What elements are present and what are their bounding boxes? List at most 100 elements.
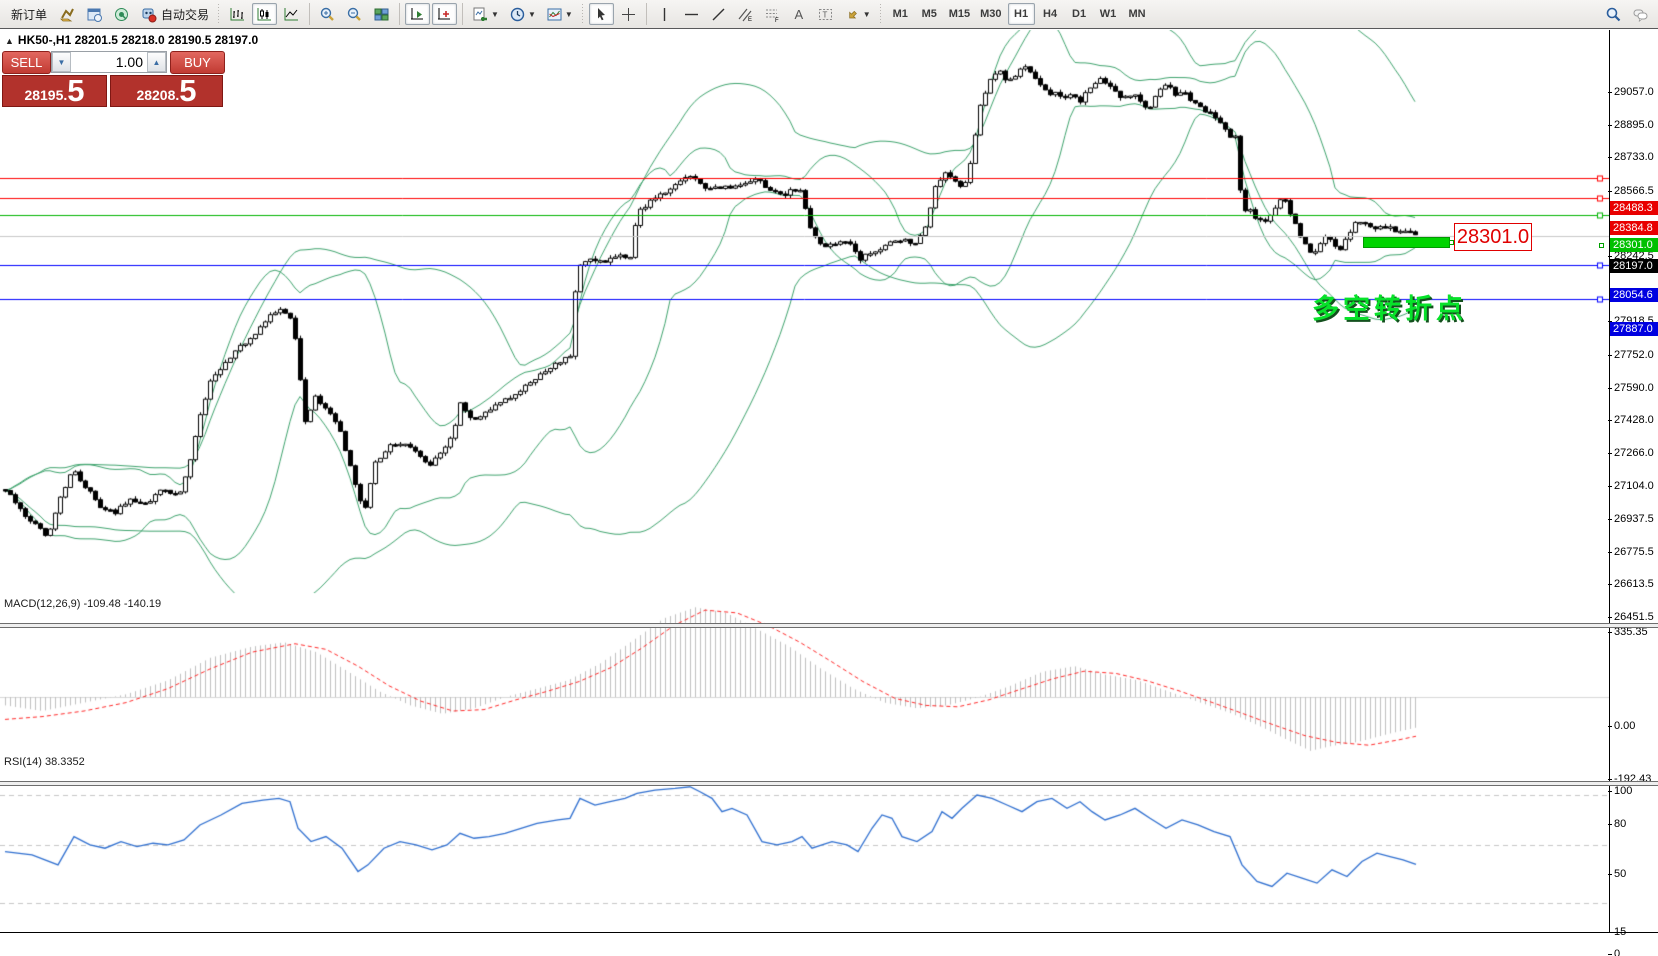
timeframe-w1[interactable]: W1 [1099, 8, 1117, 20]
crosshair-tool-icon[interactable] [616, 3, 641, 25]
timeframe-h1[interactable]: H1 [1007, 3, 1035, 25]
periods-button[interactable]: ▼ [505, 3, 540, 25]
rsi-axis-tick: 0 [1607, 948, 1620, 956]
volume-input[interactable]: ▼ 1.00 ▲ [51, 51, 167, 73]
chat-icon[interactable] [1628, 3, 1653, 25]
bar-chart-icon[interactable] [225, 3, 250, 25]
dropdown-caret-icon: ▼ [527, 9, 536, 19]
price-axis-tick: 27428.0 [1608, 414, 1654, 427]
volume-value[interactable]: 1.00 [115, 54, 143, 70]
price-level-badge: 28384.8 [1610, 221, 1658, 236]
rsi-axis-tick: 80 [1607, 818, 1627, 830]
chart-area: 29057.028895.028733.028566.528242.527918… [0, 30, 1658, 956]
bid-int: 28195 [24, 87, 64, 103]
svg-text:E: E [748, 17, 752, 23]
zoom-out-icon[interactable] [342, 3, 367, 25]
toolbar-separator [309, 3, 311, 25]
macd-label: MACD(12,26,9) -109.48 -140.19 [4, 598, 162, 610]
price-axis-tick: 27104.0 [1608, 479, 1654, 492]
timeframe-m15[interactable]: M15 [948, 8, 971, 20]
templates-button[interactable]: ▼ [542, 3, 577, 25]
timeframe-m5[interactable]: M5 [921, 8, 937, 20]
chart-shift-icon[interactable] [432, 3, 458, 25]
svg-text:F: F [775, 18, 779, 23]
ask-big-digit: 5 [179, 73, 197, 108]
chart-ohlc-title: ▲ HK50-,H1 28201.5 28218.0 28190.5 28197.… [5, 33, 259, 47]
bid-price-panel[interactable]: 28195. 5 [2, 75, 107, 107]
arrows-tool-button[interactable]: ▼ [840, 3, 875, 25]
timeframe-m1[interactable]: M1 [892, 8, 908, 20]
toolbar-grip [579, 4, 586, 24]
price-level-badge: 28301.0 [1610, 238, 1658, 253]
add-indicator-button[interactable]: ▼ [468, 3, 503, 25]
trendline-tool-icon[interactable] [706, 3, 731, 25]
profiles-icon[interactable] [82, 3, 107, 25]
toolbar-grip [877, 4, 884, 24]
time-axis-border [0, 932, 1658, 933]
price-axis-tick: 28566.5 [1608, 184, 1654, 197]
timeframe-mn[interactable]: MN [1128, 8, 1146, 20]
buy-button[interactable]: BUY [170, 51, 225, 74]
line-chart-icon[interactable] [279, 3, 304, 25]
tile-windows-icon[interactable] [369, 3, 394, 25]
volume-increase-button[interactable]: ▲ [147, 52, 166, 72]
bid-dot: . [63, 87, 68, 103]
price-axis-tick: 26937.5 [1608, 513, 1654, 526]
ask-price-panel[interactable]: 28208. 5 [110, 75, 223, 107]
rsi-axis-tick: 15 [1607, 926, 1627, 938]
svg-text:T: T [822, 10, 827, 19]
fibonacci-tool-icon[interactable]: F [760, 3, 785, 25]
price-level-badge: 28488.3 [1610, 200, 1658, 215]
horizontal-line-tool-icon[interactable] [679, 3, 704, 25]
vertical-line-tool-icon[interactable] [652, 3, 677, 25]
toolbar-separator [462, 3, 464, 25]
channel-tool-icon[interactable]: E [733, 3, 758, 25]
cursor-tool-icon[interactable] [588, 3, 614, 25]
volume-decrease-button[interactable]: ▼ [52, 52, 71, 72]
price-level-badge: 28197.0 [1610, 259, 1658, 274]
price-chart-canvas[interactable] [0, 30, 1609, 932]
rsi-label: RSI(14) 38.3352 [4, 756, 85, 768]
signals-icon[interactable] [109, 3, 134, 25]
new-order-button[interactable]: 新订单 [11, 7, 48, 22]
price-axis-border [1609, 30, 1610, 933]
price-axis-tick: 26613.5 [1608, 578, 1654, 591]
search-icon[interactable] [1601, 3, 1626, 25]
price-axis-tick: 27266.0 [1608, 446, 1654, 459]
annotation-chinese-text[interactable]: 多空转折点 [1312, 294, 1467, 324]
macd-axis-tick: 0.00 [1607, 720, 1636, 732]
price-axis-tick: 28733.0 [1608, 151, 1654, 164]
auto-scroll-icon[interactable] [405, 3, 431, 25]
price-level-badge: 27887.0 [1610, 321, 1658, 336]
dropdown-caret-icon: ▼ [491, 9, 499, 19]
macd-axis-tick: 335.35 [1608, 626, 1648, 638]
price-axis-tick: 28242.5 [1608, 250, 1654, 263]
ask-int: 28208 [136, 87, 176, 103]
dropdown-caret-icon: ▼ [564, 9, 573, 19]
zoom-in-icon[interactable] [315, 3, 340, 25]
price-axis-tick: 28895.0 [1608, 118, 1654, 131]
collapse-arrow-icon[interactable]: ▲ [5, 36, 14, 46]
line-selection-handle[interactable] [1599, 243, 1604, 248]
toolbar-separator [645, 3, 647, 25]
text-tool-icon[interactable]: A [794, 6, 804, 22]
ask-dot: . [175, 87, 180, 103]
text-label-tool-icon[interactable]: T [813, 3, 838, 25]
auto-trading-button[interactable]: 自动交易 [136, 3, 213, 25]
price-level-badge: 28054.6 [1610, 287, 1658, 302]
timeframe-d1[interactable]: D1 [1072, 8, 1087, 20]
toolbar: 新订单 自动交易 [0, 0, 1658, 29]
timeframe-h4[interactable]: H4 [1043, 8, 1058, 20]
new-chart-icon[interactable] [55, 3, 80, 25]
price-axis-tick: 27590.0 [1608, 381, 1654, 394]
timeframe-m30[interactable]: M30 [980, 8, 1002, 20]
macd-pane-splitter[interactable] [0, 623, 1658, 628]
annotation-rectangle[interactable] [1363, 237, 1450, 248]
rsi-pane-splitter[interactable] [0, 781, 1658, 786]
candlestick-chart-icon[interactable] [252, 3, 278, 25]
auto-trading-label: 自动交易 [161, 7, 210, 22]
dropdown-caret-icon: ▼ [862, 9, 871, 19]
annotation-price-label[interactable]: 28301.0 [1454, 223, 1532, 251]
sell-button[interactable]: SELL [2, 51, 51, 74]
